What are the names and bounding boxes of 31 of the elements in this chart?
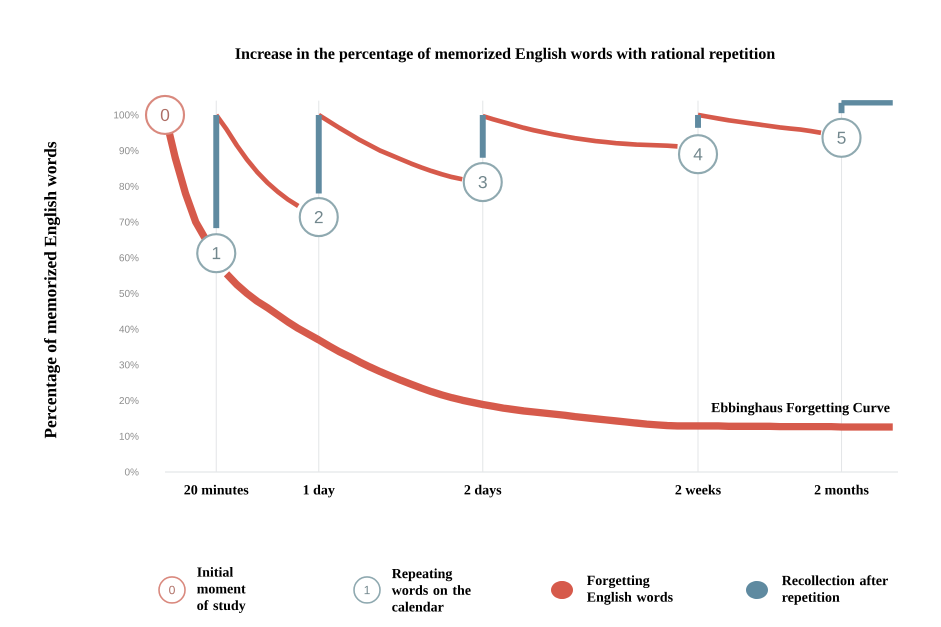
y-tick-label: 30% xyxy=(119,361,139,368)
y-tick-label: 10% xyxy=(120,432,139,440)
x-tick-label: 20 minutes xyxy=(184,484,248,495)
y-tick-label: 20% xyxy=(119,397,139,404)
legend-label: Forgetting English words xyxy=(586,575,673,605)
annotation: 4 xyxy=(694,148,702,160)
annotation: 1 xyxy=(212,247,220,260)
legend-label: Recollection after repetition xyxy=(782,575,888,605)
series-label: Ebbinghaus Forgetting Curve xyxy=(711,402,890,416)
annotation: 3 xyxy=(478,176,487,188)
annotation: 2 xyxy=(314,211,323,224)
y-tick-label: 100% xyxy=(114,111,139,119)
y-tick-label: 70% xyxy=(119,218,139,226)
annotation: 5 xyxy=(837,132,846,144)
chart-title: Increase in the percentage of memorized English words with rational repetition xyxy=(235,48,775,62)
y-tick-label: 40% xyxy=(119,326,139,333)
text: Repeating words on the calendar xyxy=(392,568,471,612)
x-tick-label: 2 weeks xyxy=(675,484,721,495)
y-tick-label: 50% xyxy=(119,290,139,298)
y-tick-label: 0% xyxy=(124,468,139,476)
text: 0 xyxy=(169,586,175,594)
y-axis-title: Percentage of memorized English words xyxy=(44,142,60,438)
annotation: 0 xyxy=(160,108,170,122)
x-tick-label: 2 days xyxy=(464,484,502,498)
x-tick-label: 1 day xyxy=(304,484,335,498)
text: 1 xyxy=(364,586,370,594)
y-tick-label: 80% xyxy=(119,182,139,190)
text: Initial moment of study xyxy=(197,566,246,614)
y-tick-label: 90% xyxy=(119,147,139,154)
y-tick-label: 60% xyxy=(119,254,139,262)
x-tick-label: 2 months xyxy=(814,484,869,495)
